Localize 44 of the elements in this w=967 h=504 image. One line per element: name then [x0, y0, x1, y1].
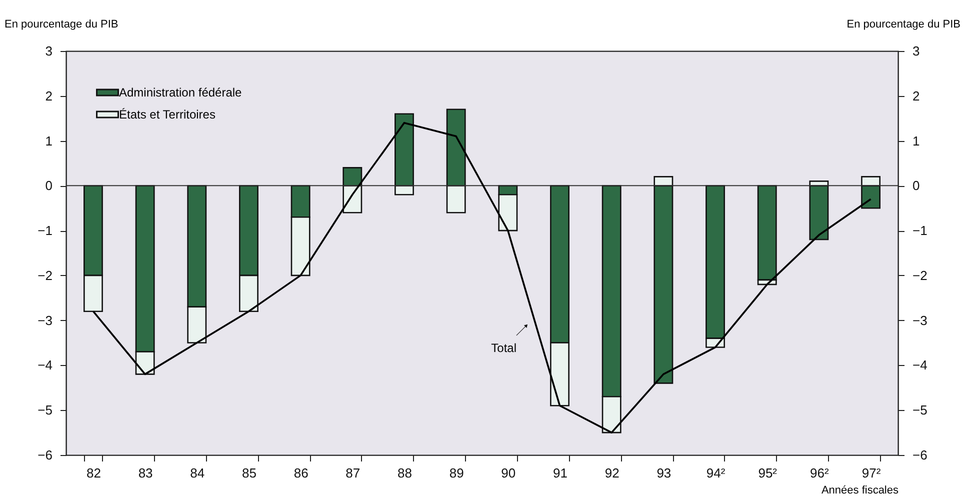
- x-tick-label: 87: [346, 466, 360, 480]
- y2-tick-label: −5: [912, 402, 928, 418]
- y-tick-label: −1: [38, 223, 52, 238]
- x-tick-label: 95²: [758, 466, 778, 480]
- y2-tick-label: −6: [912, 448, 928, 462]
- x-tick-label: 91: [553, 466, 568, 480]
- x-tick-label: 85: [242, 466, 256, 480]
- y2-tick-label: 0: [912, 178, 920, 194]
- series-label: Total: [491, 341, 517, 356]
- legend-label: États et Territoires: [119, 108, 216, 122]
- y-tick-label: 2: [45, 88, 52, 104]
- y-tick-label: −2: [38, 268, 52, 283]
- y-axis-title: En pourcentage du PIB: [4, 18, 118, 30]
- x-tick-label: 88: [398, 466, 412, 480]
- x-tick-label: 92: [604, 466, 620, 480]
- legend-label: Administration fédérale: [119, 86, 242, 100]
- x-tick-label: 97²: [862, 466, 882, 480]
- x-axis-title: Années fiscales: [821, 484, 899, 496]
- x-tick-label: 96²: [810, 466, 830, 480]
- y2-axis-title: En pourcentage du PIB: [846, 18, 960, 30]
- x-tick-label: 86: [294, 466, 308, 480]
- y-tick-label: −4: [38, 358, 52, 373]
- y-tick-label: −5: [38, 402, 52, 418]
- y2-tick-label: −1: [912, 223, 928, 238]
- y2-tick-label: 2: [912, 88, 920, 104]
- y2-tick-label: −2: [912, 268, 928, 283]
- y-tick-label: 3: [45, 44, 52, 58]
- y2-tick-label: −4: [912, 358, 928, 373]
- y-tick-label: −3: [38, 312, 52, 328]
- x-tick-label: 89: [449, 466, 464, 480]
- x-tick-label: 94²: [706, 466, 726, 480]
- x-tick-label: 90: [501, 466, 516, 480]
- y2-tick-label: 1: [912, 133, 920, 148]
- line-series: [92, 122, 872, 434]
- x-tick-label: 82: [86, 466, 101, 480]
- y-tick-label: 1: [45, 133, 52, 148]
- y2-tick-label: −3: [912, 312, 928, 328]
- x-tick-label: 93: [656, 466, 672, 480]
- y-tick-label: 0: [45, 178, 52, 194]
- y-tick-label: −6: [38, 448, 52, 462]
- x-tick-label: 83: [138, 466, 153, 480]
- x-tick-label: 84: [190, 466, 205, 480]
- y2-tick-label: 3: [912, 44, 920, 58]
- bar: [757, 185, 777, 281]
